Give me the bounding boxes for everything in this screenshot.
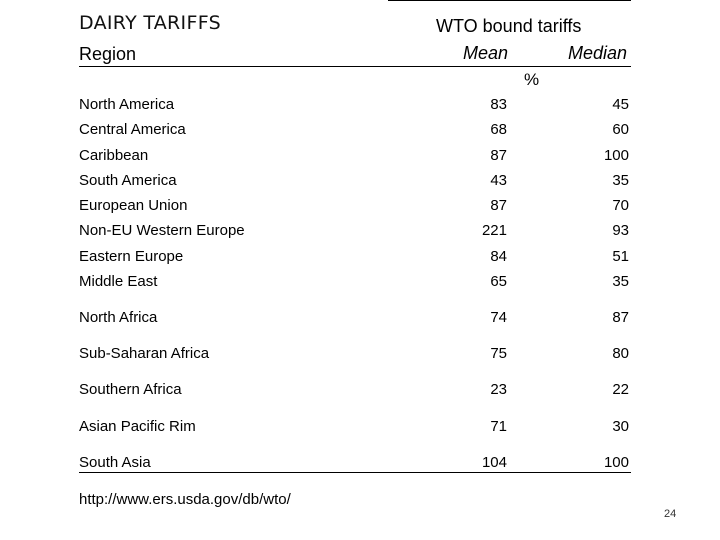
region-cell: Middle East xyxy=(79,273,158,290)
table-row: Asian Pacific Rim 71 30 xyxy=(0,418,720,438)
table-row: Middle East 65 35 xyxy=(0,273,720,293)
region-cell: North Africa xyxy=(79,309,158,326)
table-row: South America 43 35 xyxy=(0,172,720,192)
table-row: European Union 87 70 xyxy=(0,197,720,217)
median-cell: 80 xyxy=(612,345,629,362)
median-cell: 30 xyxy=(612,418,629,435)
mean-header: Mean xyxy=(463,43,509,63)
region-cell: European Union xyxy=(79,197,188,214)
slide-title: DAIRY TARIFFS xyxy=(79,12,221,34)
mean-cell: 74 xyxy=(490,309,507,326)
median-cell: 100 xyxy=(603,454,629,471)
median-header: Median xyxy=(568,43,628,63)
median-cell: 35 xyxy=(612,172,629,189)
mean-cell: 23 xyxy=(490,381,507,398)
region-cell: Asian Pacific Rim xyxy=(79,418,196,435)
page-number: 24 xyxy=(664,508,677,520)
table-row: Non-EU Western Europe 221 93 xyxy=(0,222,720,242)
mean-cell: 75 xyxy=(490,345,507,362)
table-row: Eastern Europe 84 51 xyxy=(0,248,720,268)
median-cell: 22 xyxy=(612,381,629,398)
mean-cell: 84 xyxy=(490,248,507,265)
table-row: Sub-Saharan Africa 75 80 xyxy=(0,345,720,365)
mean-cell: 43 xyxy=(490,172,507,189)
region-cell: Non-EU Western Europe xyxy=(79,222,245,239)
bottom-rule xyxy=(79,472,631,473)
region-cell: Eastern Europe xyxy=(79,248,184,265)
table-row: Southern Africa 23 22 xyxy=(0,381,720,401)
mean-cell: 221 xyxy=(481,222,507,239)
region-cell: South America xyxy=(79,172,177,189)
region-cell: North America xyxy=(79,96,175,113)
header-rule xyxy=(79,66,631,67)
table-row: Caribbean 87 100 xyxy=(0,147,720,167)
median-cell: 87 xyxy=(612,309,629,326)
region-cell: South Asia xyxy=(79,454,151,471)
median-cell: 51 xyxy=(612,248,629,265)
median-cell: 70 xyxy=(612,197,629,214)
unit-label: % xyxy=(524,70,540,89)
median-cell: 60 xyxy=(612,121,629,138)
region-cell: Central America xyxy=(79,121,186,138)
mean-cell: 68 xyxy=(490,121,507,138)
median-cell: 45 xyxy=(612,96,629,113)
median-cell: 35 xyxy=(612,273,629,290)
table-row: South Asia 104 100 xyxy=(0,454,720,474)
median-cell: 100 xyxy=(603,147,629,164)
median-cell: 93 xyxy=(612,222,629,239)
region-header: Region xyxy=(79,44,137,64)
table-row: North Africa 74 87 xyxy=(0,309,720,329)
group-header: WTO bound tariffs xyxy=(436,16,582,36)
region-cell: Sub-Saharan Africa xyxy=(79,345,210,362)
region-cell: Southern Africa xyxy=(79,381,182,398)
region-cell: Caribbean xyxy=(79,147,149,164)
mean-cell: 83 xyxy=(490,96,507,113)
source-link[interactable]: http://www.ers.usda.gov/db/wto/ xyxy=(79,491,291,508)
mean-cell: 104 xyxy=(481,454,507,471)
mean-cell: 71 xyxy=(490,418,507,435)
table-row: Central America 68 60 xyxy=(0,121,720,141)
mean-cell: 87 xyxy=(490,147,507,164)
top-rule xyxy=(388,0,631,1)
mean-cell: 65 xyxy=(490,273,507,290)
mean-cell: 87 xyxy=(490,197,507,214)
table-row: North America 83 45 xyxy=(0,96,720,116)
